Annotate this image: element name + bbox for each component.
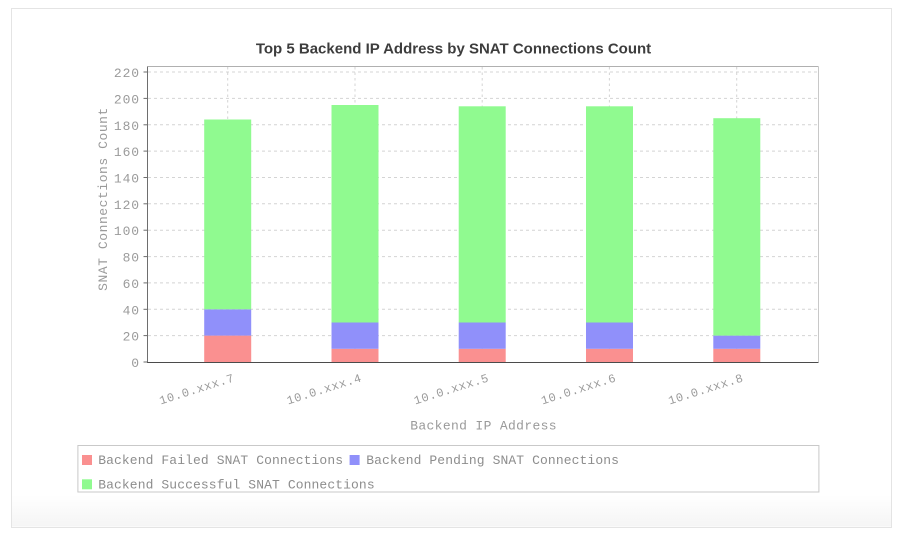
svg-text:160: 160 <box>114 145 140 160</box>
svg-text:0: 0 <box>131 356 140 371</box>
svg-text:200: 200 <box>114 92 140 107</box>
svg-text:120: 120 <box>114 198 140 213</box>
svg-text:Backend Failed SNAT Connection: Backend Failed SNAT Connections <box>98 453 343 468</box>
svg-text:Backend IP Address: Backend IP Address <box>410 419 557 434</box>
svg-text:100: 100 <box>114 224 140 239</box>
svg-text:220: 220 <box>114 66 140 81</box>
svg-text:140: 140 <box>114 172 140 187</box>
svg-text:20: 20 <box>123 330 140 345</box>
svg-text:60: 60 <box>123 277 140 292</box>
svg-text:Top 5 Backend IP Address by SN: Top 5 Backend IP Address by SNAT Connect… <box>256 41 651 58</box>
svg-text:Backend Pending SNAT Connectio: Backend Pending SNAT Connections <box>366 453 619 468</box>
svg-text:SNAT Connections Count: SNAT Connections Count <box>96 107 111 291</box>
svg-text:180: 180 <box>114 119 140 134</box>
svg-text:40: 40 <box>123 303 140 318</box>
svg-text:Backend Successful SNAT Connec: Backend Successful SNAT Connections <box>98 477 375 492</box>
svg-text:80: 80 <box>123 251 140 266</box>
